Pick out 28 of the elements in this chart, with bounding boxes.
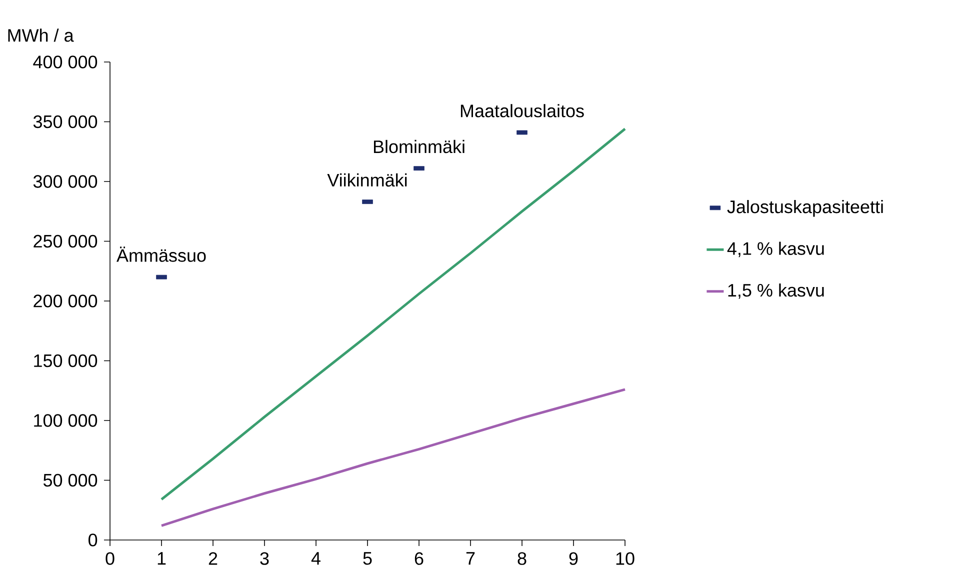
x-tick-label: 5 bbox=[363, 552, 372, 565]
y-tick-label: 250 000 bbox=[34, 234, 98, 248]
y-tick-label: 400 000 bbox=[33, 56, 98, 68]
legend-label: Jalostuskapasiteetti bbox=[727, 200, 883, 217]
x-tick-label: 9 bbox=[569, 552, 578, 565]
x-tick-label: 0 bbox=[106, 552, 114, 565]
x-tick-label: 1 bbox=[158, 552, 166, 565]
x-tick-label: 8 bbox=[518, 552, 526, 565]
annotation: Maatalouslaitos bbox=[460, 104, 584, 118]
x-tick-label: 10 bbox=[616, 552, 634, 565]
y-axis-title: MWh / a bbox=[8, 28, 74, 42]
y-tick-label: 350 000 bbox=[33, 115, 98, 128]
y-tick-label: 300 000 bbox=[33, 175, 98, 188]
y-tick-label: 100 000 bbox=[34, 414, 98, 427]
annotation: Ämmässuo bbox=[116, 246, 206, 262]
legend-label: 4,1 % kasvu bbox=[727, 242, 824, 258]
y-tick-label: 200 000 bbox=[34, 294, 98, 308]
x-tick-label: 4 bbox=[311, 552, 320, 565]
legend-label: 1,5 % kasvu bbox=[728, 283, 824, 299]
y-tick-label: 0 bbox=[88, 534, 98, 546]
annotation: Viikinmäki bbox=[327, 173, 407, 187]
x-tick-label: 7 bbox=[466, 552, 475, 565]
x-tick-label: 3 bbox=[260, 552, 269, 565]
x-tick-label: 6 bbox=[414, 552, 424, 565]
annotation: Blominmäki bbox=[374, 140, 464, 154]
x-tick-label: 2 bbox=[208, 552, 218, 565]
y-tick-label: 50 000 bbox=[43, 474, 98, 487]
y-tick-label: 150 000 bbox=[34, 354, 98, 368]
